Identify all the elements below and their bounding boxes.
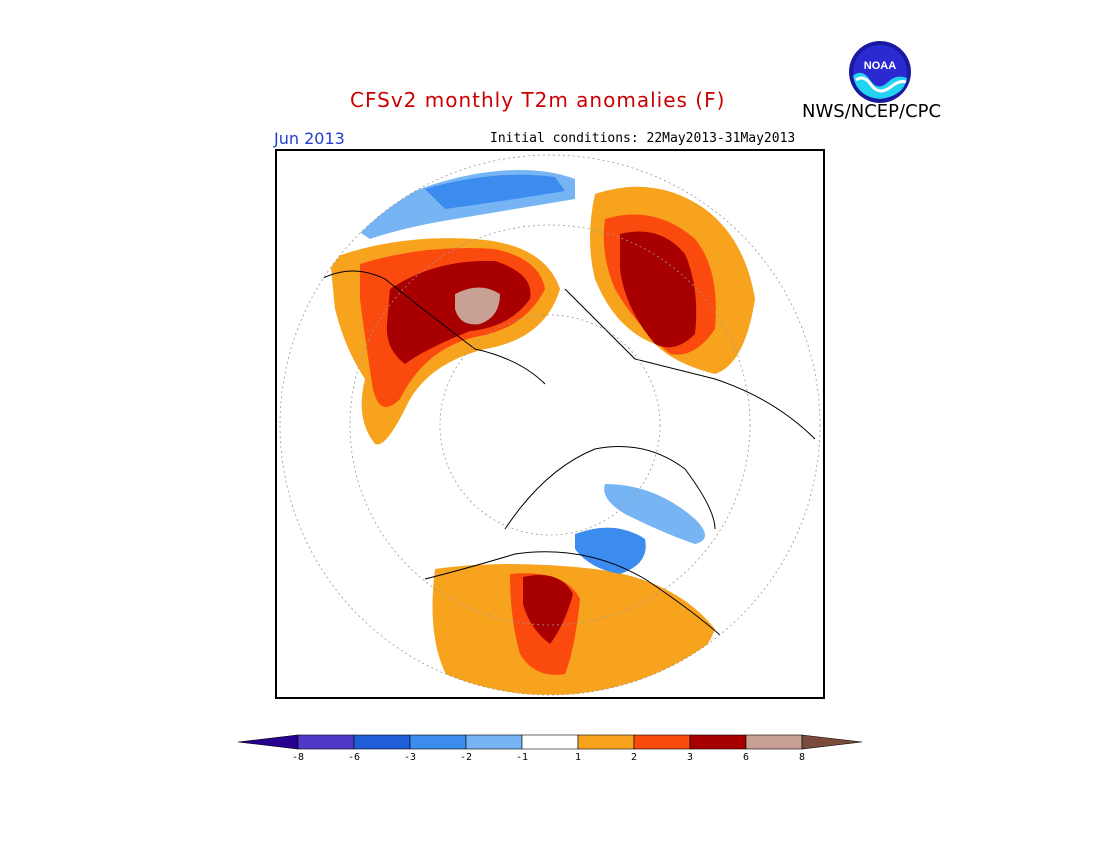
cold-anomaly-greenland (604, 484, 705, 544)
legend-bin (577, 734, 635, 750)
initial-conditions: Initial conditions: 22May2013-31May2013 (490, 131, 796, 146)
legend-bin (297, 734, 355, 750)
legend-bin (633, 734, 691, 750)
legend-label: -6 (348, 752, 360, 763)
legend-bin (521, 734, 579, 750)
legend-label: 8 (799, 752, 805, 763)
map-title: CFSv2 monthly T2m anomalies (F) (350, 88, 726, 112)
warm-anomaly-europe-3 (620, 231, 697, 348)
legend-label: -8 (292, 752, 304, 763)
noaa-logo: NOAA (849, 41, 911, 103)
coastline-asia (304, 270, 546, 385)
legend-label: 2 (631, 752, 637, 763)
warm-anomaly-asia-peak (455, 287, 500, 325)
legend-bin (745, 734, 803, 750)
legend-label: -2 (460, 752, 472, 763)
legend-label: -3 (404, 752, 416, 763)
coastline-arctic-canada (504, 446, 716, 530)
legend-bin (353, 734, 411, 750)
coastline-europe (564, 288, 816, 440)
cold-anomaly-canada (575, 527, 646, 574)
coastline-north-america (424, 551, 736, 650)
polar-map (275, 149, 825, 699)
svg-text:NOAA: NOAA (864, 60, 896, 72)
legend-bin (465, 734, 523, 750)
legend-label: 3 (687, 752, 693, 763)
color-legend: -8 -6 -3 -2 -1 1 2 3 6 8 (238, 734, 862, 763)
forecast-month: Jun 2013 (274, 129, 345, 148)
legend-label: -1 (516, 752, 528, 763)
legend-bin (689, 734, 747, 750)
cold-anomaly-north-deep (425, 174, 565, 209)
legend-label: 6 (743, 752, 749, 763)
legend-over-arrow (801, 734, 862, 750)
legend-label: 1 (575, 752, 581, 763)
legend-under-arrow (238, 734, 299, 750)
agency-label: NWS/NCEP/CPC (802, 101, 942, 122)
warm-anomaly-north-america-3 (523, 575, 573, 644)
legend-bin (409, 734, 467, 750)
